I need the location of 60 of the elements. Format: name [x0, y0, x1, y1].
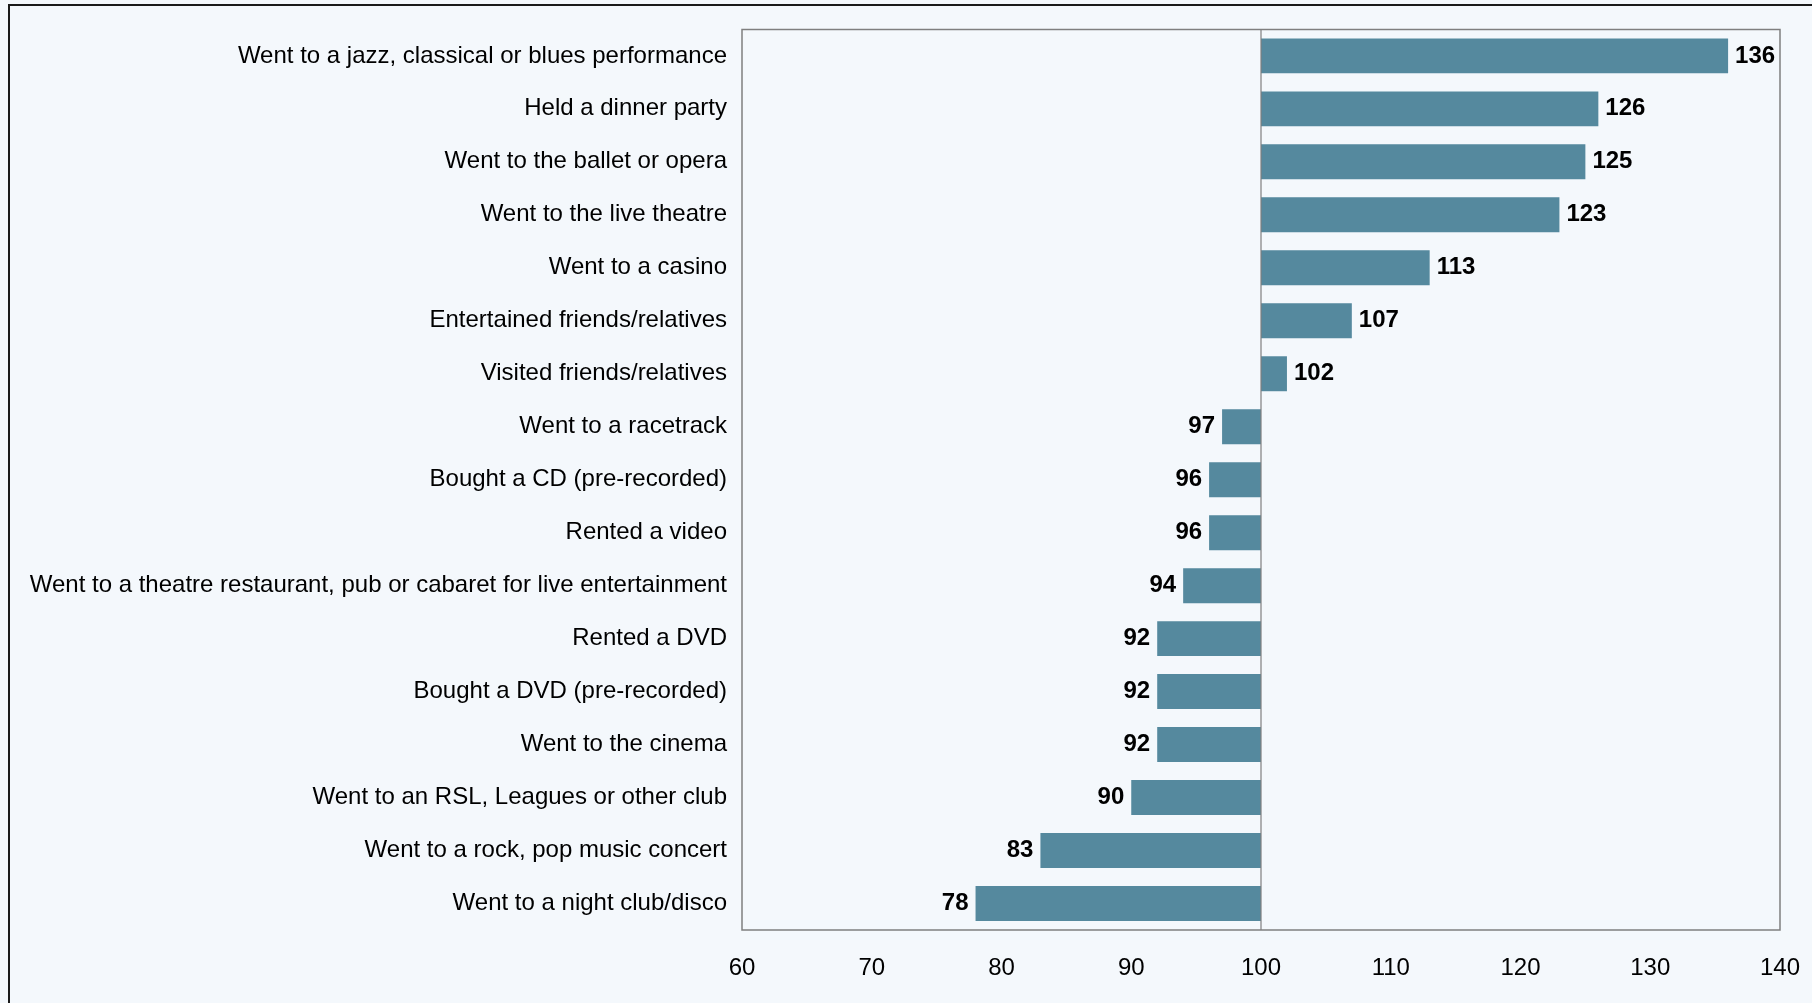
bar: [1261, 250, 1430, 286]
y-tick-label: Went to a rock, pop music concert: [364, 835, 728, 863]
bar: [1157, 674, 1261, 710]
bar: [1261, 356, 1287, 392]
bar: [1209, 462, 1261, 498]
bar: [1040, 833, 1261, 869]
y-tick-label: Went to a racetrack: [519, 411, 728, 439]
data-label: 90: [1097, 782, 1125, 810]
y-tick-label: Went to the cinema: [520, 729, 728, 757]
bar: [1261, 91, 1599, 127]
bar: [1261, 144, 1586, 180]
y-tick-label: Rented a DVD: [572, 623, 727, 651]
bar: [1183, 568, 1261, 604]
y-tick-label: Went to a theatre restaurant, pub or cabaret for live entertainment: [29, 570, 728, 598]
bar: [1131, 780, 1261, 816]
y-tick-label: Entertained friends/relatives: [429, 305, 727, 333]
data-label: 92: [1123, 729, 1151, 757]
data-label: 107: [1358, 305, 1399, 333]
x-tick-label: 130: [1630, 953, 1671, 981]
y-tick-label: Went to the live theatre: [480, 199, 727, 227]
x-tick-label: 80: [988, 953, 1015, 981]
bar: [1157, 727, 1261, 763]
data-label: 94: [1149, 570, 1177, 598]
data-label: 102: [1293, 358, 1334, 386]
x-tick-label: 70: [858, 953, 886, 981]
data-label: 113: [1436, 252, 1476, 280]
data-label: 92: [1123, 623, 1151, 651]
x-tick-label: 60: [728, 953, 756, 981]
x-tick-label: 100: [1240, 953, 1282, 981]
bar: [1261, 38, 1729, 74]
bar: [1157, 621, 1261, 657]
y-tick-label: Went to a night club/disco: [452, 888, 727, 916]
y-tick-label: Went to a jazz, classical or blues performance: [237, 40, 727, 68]
data-label: 125: [1592, 146, 1633, 174]
x-tick-label: 120: [1500, 953, 1541, 981]
data-label: 96: [1175, 464, 1203, 492]
bar: [975, 886, 1261, 921]
data-label: 126: [1605, 93, 1646, 121]
y-tick-label: Went to a casino: [548, 252, 727, 280]
x-tick-label: 90: [1117, 953, 1145, 981]
bar: [1222, 409, 1261, 445]
y-tick-label: Held a dinner party: [524, 93, 727, 121]
y-tick-label: Went to the ballet or opera: [444, 146, 728, 174]
x-tick-label: 110: [1371, 953, 1410, 981]
data-label: 97: [1188, 411, 1216, 439]
y-tick-label: Visited friends/relatives: [480, 358, 727, 386]
x-tick-label: 140: [1759, 953, 1801, 981]
bar: [1261, 197, 1560, 233]
data-label: 92: [1123, 676, 1151, 704]
y-tick-label: Rented a video: [565, 517, 727, 545]
bar: [1209, 515, 1261, 551]
y-tick-label: Bought a CD (pre-recorded): [429, 464, 727, 492]
y-tick-label: Bought a DVD (pre-recorded): [413, 676, 727, 704]
data-label: 136: [1735, 40, 1776, 68]
data-label: 78: [941, 888, 969, 916]
data-label: 123: [1566, 199, 1607, 227]
data-label: 83: [1006, 835, 1034, 863]
data-label: 96: [1175, 517, 1203, 545]
y-tick-label: Went to an RSL, Leagues or other club: [312, 782, 727, 810]
bar: [1261, 303, 1352, 339]
